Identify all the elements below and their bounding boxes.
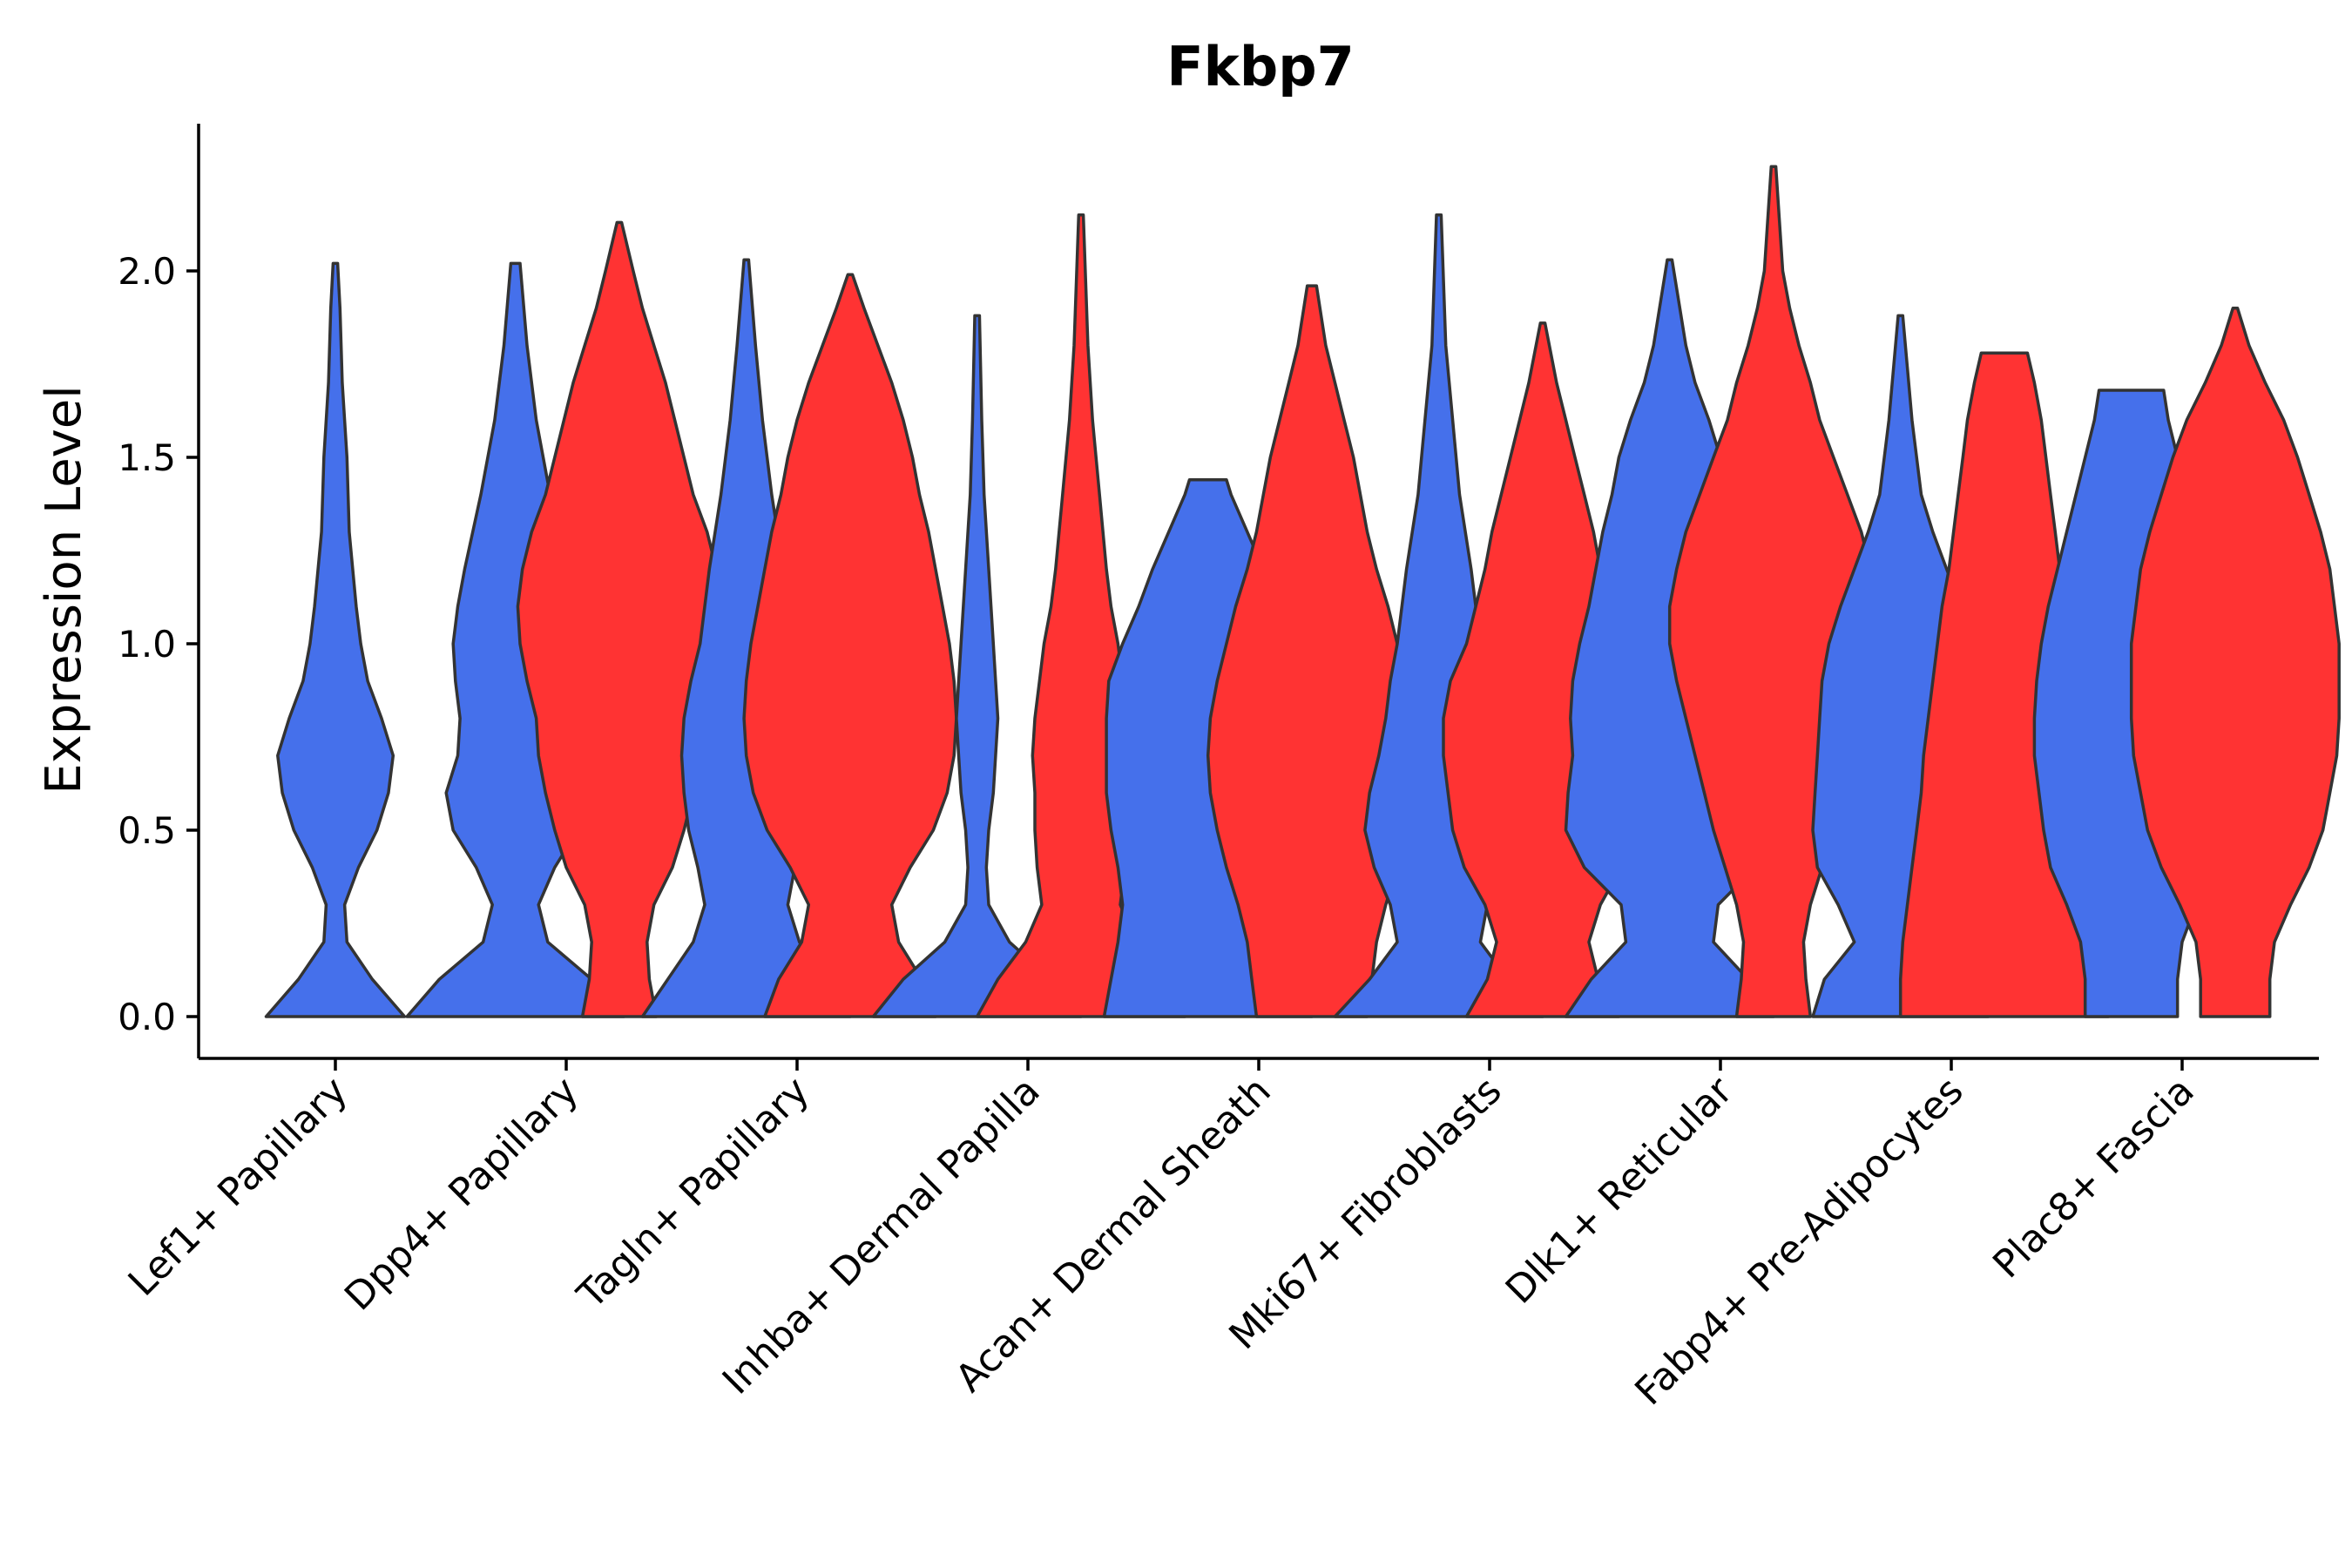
x-tick-label: Tagln+ Papillary bbox=[569, 1069, 818, 1318]
x-tick-label: Dlk1+ Reticular bbox=[1497, 1068, 1742, 1313]
violin-group-b bbox=[516, 220, 723, 1018]
y-tick-label: 1.0 bbox=[118, 623, 176, 666]
y-ticks: 0.0 0.5 1.0 1.5 2.0 bbox=[118, 250, 199, 1038]
x-tick-label: Dpp4+ Papillary bbox=[336, 1069, 587, 1320]
chart-title: Fkbp7 bbox=[1166, 35, 1355, 98]
y-tick-label: 1.5 bbox=[118, 436, 176, 479]
violin-group-a bbox=[871, 314, 1083, 1018]
y-tick-label: 0.5 bbox=[118, 809, 176, 852]
violin-group-b bbox=[742, 273, 958, 1018]
x-tick-label: Plac8+ Fascia bbox=[1984, 1069, 2203, 1288]
violin-layer bbox=[264, 165, 2341, 1018]
violin-group-b bbox=[1206, 284, 1417, 1018]
y-tick-label: 2.0 bbox=[118, 250, 176, 293]
y-tick-label: 0.0 bbox=[118, 996, 176, 1038]
y-axis-label: Expression Level bbox=[36, 385, 92, 794]
x-tick-label: Lef1+ Papillary bbox=[120, 1069, 356, 1305]
violin-group-b bbox=[2129, 307, 2341, 1018]
violin-group-a bbox=[264, 261, 407, 1018]
